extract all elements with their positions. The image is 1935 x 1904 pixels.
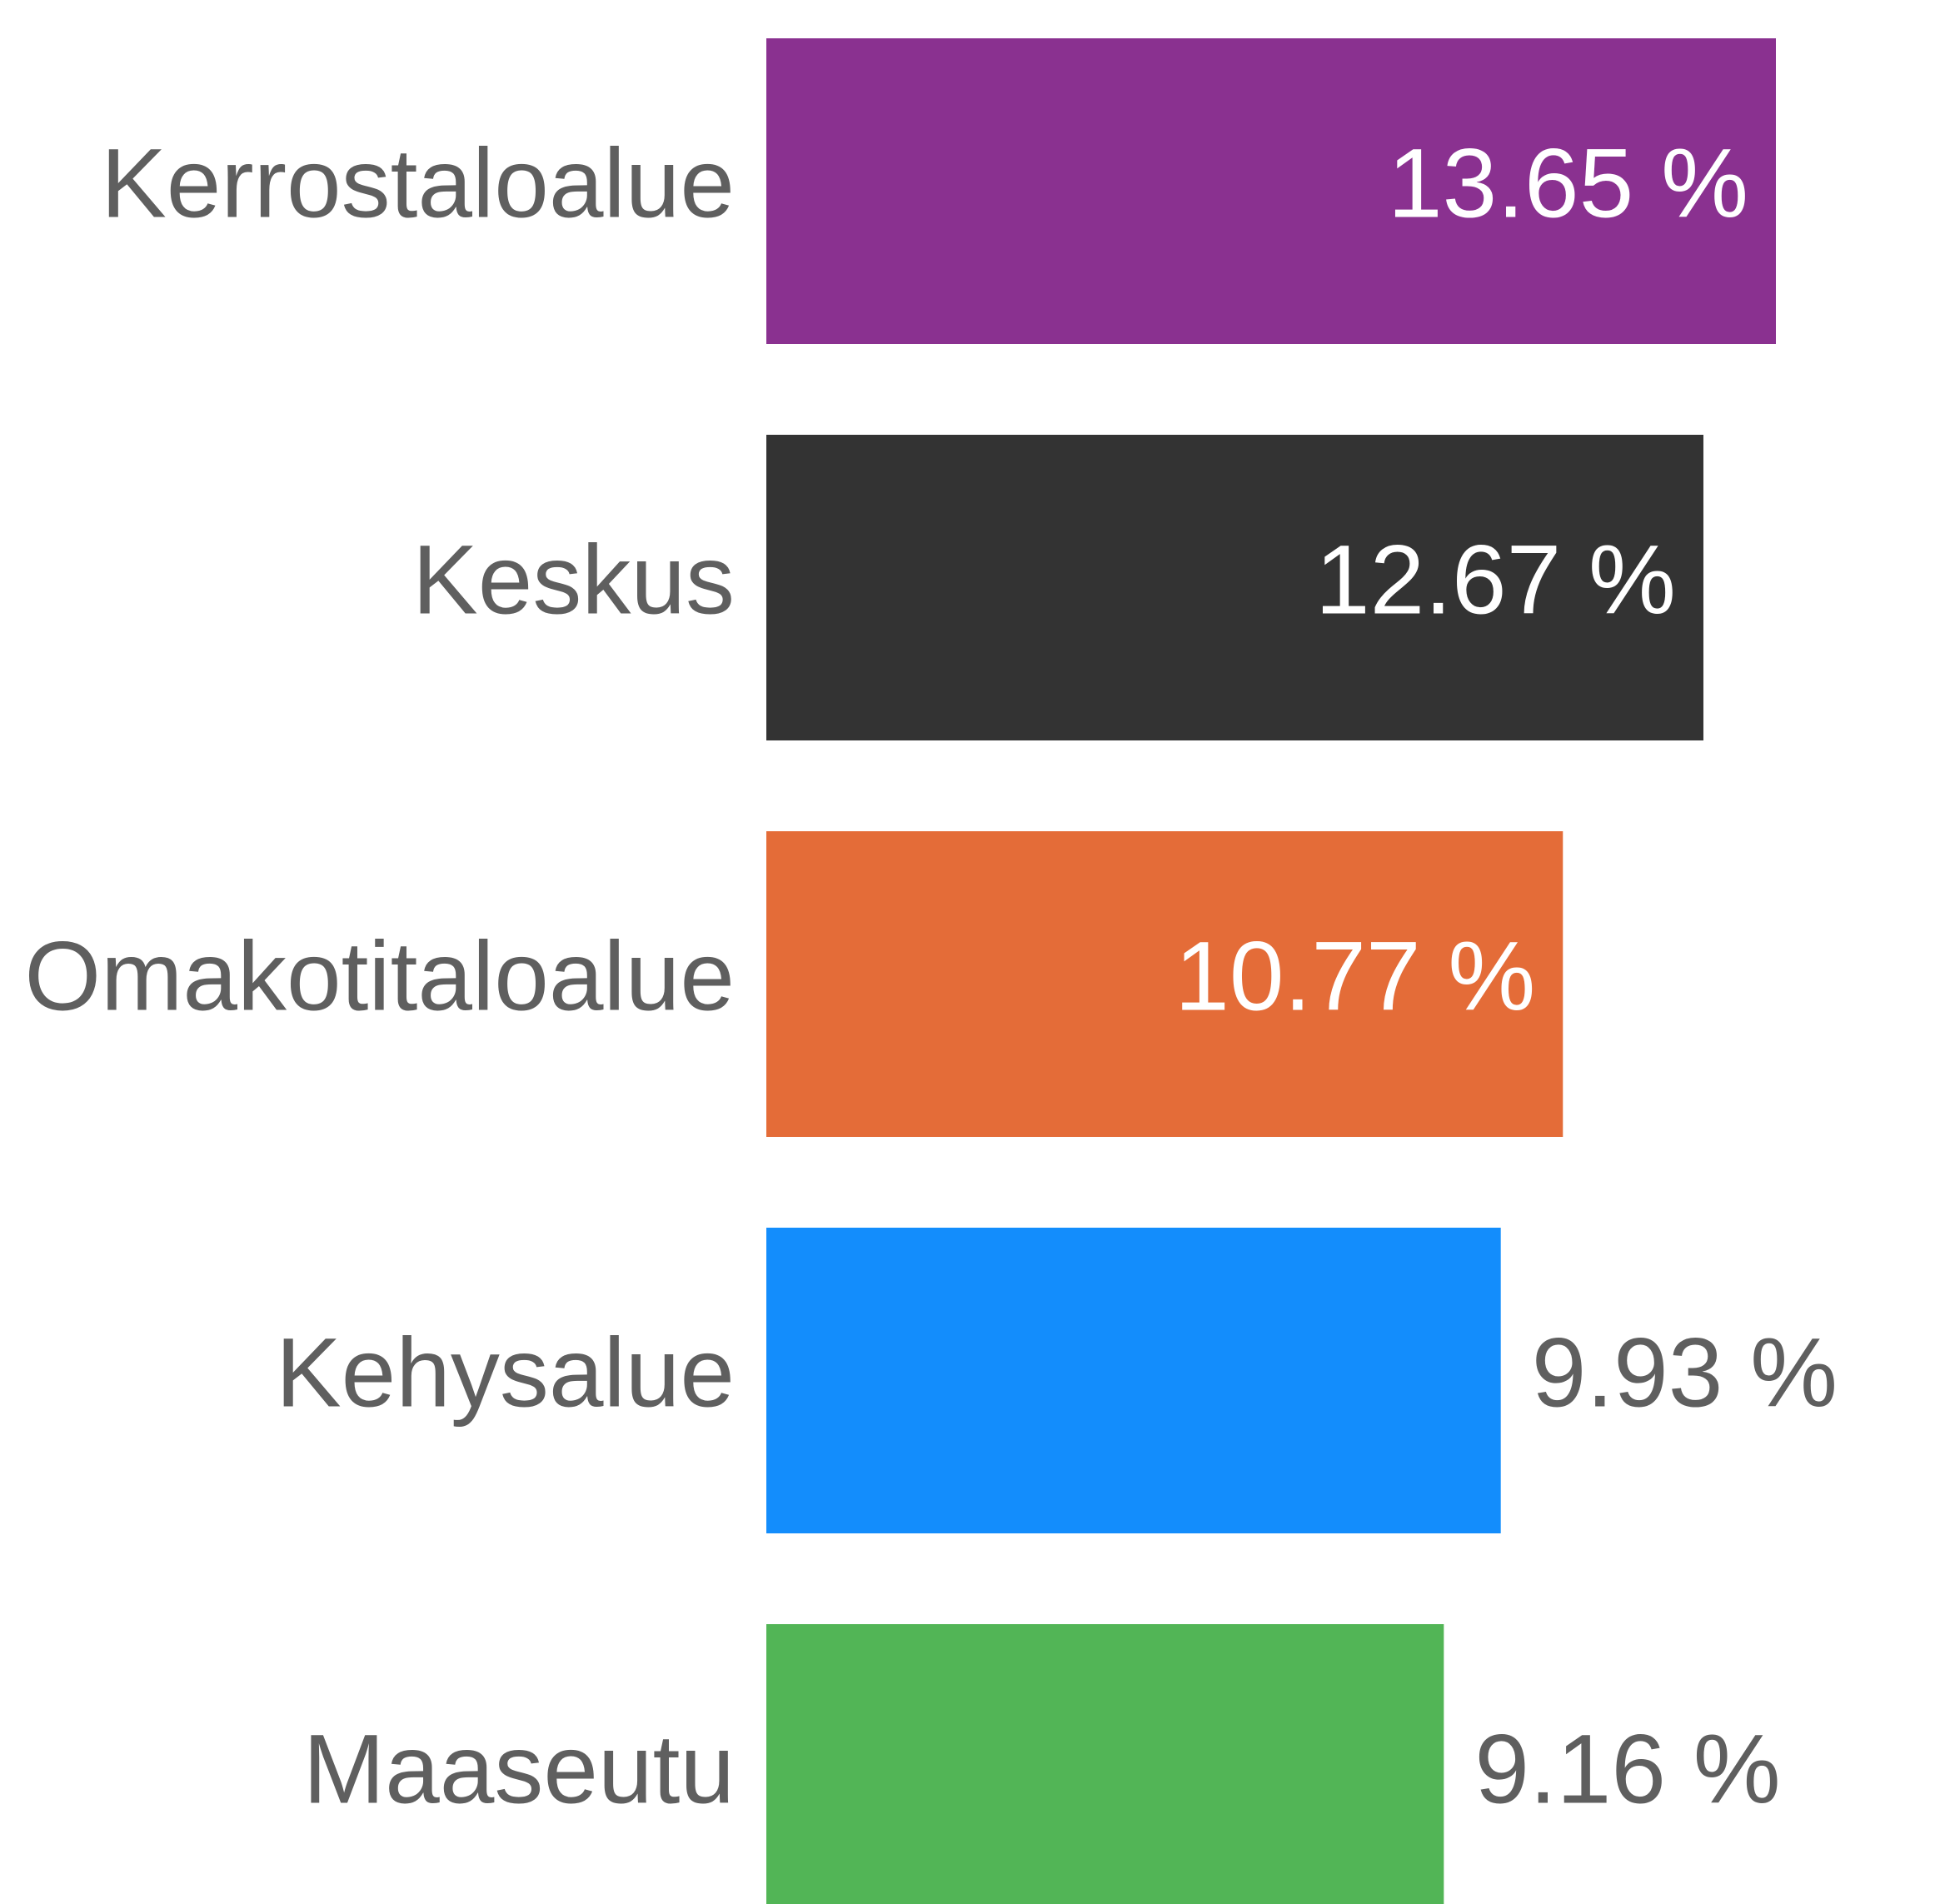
category-label: Kerrostaloalue (101, 129, 735, 239)
value-label: 9.16 % (1474, 1715, 1780, 1825)
bar (766, 1624, 1444, 1904)
value-label: 9.93 % (1532, 1318, 1838, 1428)
category-label: Kehysalue (276, 1318, 735, 1428)
category-label: Maaseutu (303, 1715, 735, 1825)
value-label: 10.77 % (1174, 922, 1535, 1032)
bar (766, 38, 1776, 344)
value-label: 13.65 % (1388, 129, 1748, 239)
category-label: Keskus (412, 526, 735, 635)
bar (766, 831, 1563, 1137)
bar (766, 1228, 1501, 1533)
bar (766, 435, 1703, 740)
category-label: Omakotitaloalue (24, 922, 735, 1032)
value-label: 12.67 % (1315, 526, 1676, 635)
